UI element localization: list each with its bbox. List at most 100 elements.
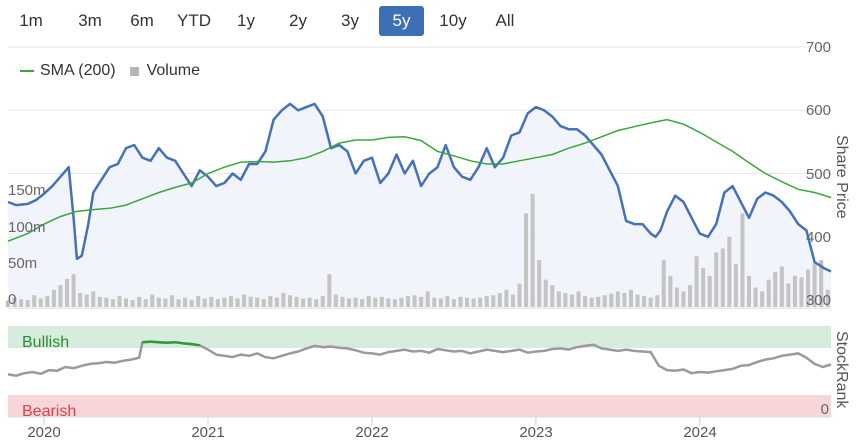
axes: 700 600 500 400 300 150m 100m 50m 0 Shar… bbox=[8, 39, 850, 441]
volume-bar bbox=[642, 296, 647, 307]
volume-bar bbox=[681, 291, 686, 307]
volume-bar bbox=[543, 279, 548, 307]
volume-bar bbox=[694, 256, 699, 307]
volume-bar bbox=[301, 298, 306, 307]
volume-bar bbox=[688, 285, 693, 307]
volume-bar bbox=[583, 296, 588, 307]
volume-bar bbox=[137, 296, 142, 307]
volume-bar bbox=[530, 193, 535, 307]
volume-bar bbox=[819, 260, 824, 307]
price-tick-500: 500 bbox=[806, 166, 831, 183]
volume-bar bbox=[150, 294, 155, 307]
volume-bar bbox=[58, 285, 63, 307]
volume-bar bbox=[71, 274, 76, 307]
price-tick-400: 400 bbox=[806, 229, 831, 246]
volume-bar bbox=[189, 299, 194, 307]
volume-bar bbox=[156, 297, 161, 307]
volume-bar bbox=[110, 299, 115, 307]
volume-bar bbox=[25, 299, 30, 307]
volume-bar bbox=[478, 297, 483, 307]
volume-bar bbox=[714, 252, 719, 307]
volume-bar bbox=[766, 279, 771, 307]
volume-bar bbox=[786, 283, 791, 307]
volume-bar bbox=[183, 297, 188, 307]
volume-bar bbox=[294, 296, 299, 307]
sma-line bbox=[7, 118, 832, 242]
range-button-all[interactable]: All bbox=[481, 6, 529, 36]
volume-bar bbox=[176, 299, 181, 307]
volume-bar bbox=[576, 291, 581, 307]
volume-bar bbox=[425, 291, 430, 307]
range-button-5y[interactable]: 5y bbox=[379, 6, 424, 36]
volume-bar bbox=[78, 292, 83, 307]
volume-bar bbox=[497, 292, 502, 307]
volume-bar bbox=[65, 278, 70, 307]
volume-bar bbox=[589, 297, 594, 307]
volume-bar bbox=[412, 295, 417, 307]
volume-bar bbox=[6, 300, 10, 307]
volume-bar bbox=[550, 285, 555, 307]
range-button-ytd[interactable]: YTD bbox=[170, 6, 218, 36]
volume-bar bbox=[91, 291, 96, 307]
volume-tick-150m: 150m bbox=[8, 182, 46, 199]
volume-bar bbox=[209, 296, 214, 307]
price-tick-600: 600 bbox=[806, 102, 831, 119]
volume-bar bbox=[222, 297, 227, 307]
range-button-3y[interactable]: 3y bbox=[326, 6, 374, 36]
price-area-fill bbox=[8, 103, 831, 309]
volume-bar bbox=[360, 299, 365, 307]
volume-bar bbox=[242, 294, 247, 307]
volume-bar bbox=[202, 298, 207, 307]
volume-bar bbox=[465, 297, 470, 307]
volume-bar bbox=[648, 297, 653, 307]
range-button-2y[interactable]: 2y bbox=[274, 6, 322, 36]
volume-bar bbox=[504, 289, 509, 307]
volume-bar bbox=[491, 295, 496, 307]
sma-legend-label[interactable]: SMA (200) bbox=[40, 62, 116, 79]
volume-bar bbox=[825, 289, 830, 307]
volume-bar bbox=[661, 260, 666, 307]
volume-legend-label[interactable]: Volume bbox=[146, 62, 200, 79]
volume-bar bbox=[602, 295, 607, 307]
volume-bar bbox=[51, 289, 56, 307]
volume-bar bbox=[130, 299, 135, 307]
volume-bar bbox=[379, 296, 384, 307]
volume-bar bbox=[563, 292, 568, 307]
volume-bar bbox=[347, 298, 352, 307]
volume-bar bbox=[760, 291, 765, 307]
x-tick-2022: 2022 bbox=[355, 424, 388, 441]
price-axis-title: Share Price bbox=[833, 135, 850, 219]
volume-bar bbox=[373, 297, 378, 307]
volume-tick-0: 0 bbox=[8, 291, 16, 308]
volume-bar bbox=[438, 298, 443, 307]
volume-bar bbox=[327, 274, 332, 307]
bullish-band bbox=[8, 326, 831, 348]
volume-bar bbox=[248, 296, 253, 307]
volume-bar bbox=[792, 275, 797, 307]
stockrank-line-layer bbox=[7, 342, 832, 377]
volume-tick-100m: 100m bbox=[8, 219, 46, 236]
volume-bar bbox=[622, 292, 627, 307]
range-button-3m[interactable]: 3m bbox=[66, 6, 114, 36]
volume-bar bbox=[228, 296, 233, 307]
volume-bar bbox=[255, 297, 260, 307]
volume-bar bbox=[124, 298, 129, 307]
volume-bar bbox=[701, 268, 706, 307]
stockrank-zero-tick: 0 bbox=[821, 401, 829, 418]
volume-bar bbox=[38, 298, 43, 307]
range-button-1m[interactable]: 1m bbox=[8, 6, 54, 36]
volume-bar bbox=[753, 287, 758, 307]
volume-bar bbox=[569, 294, 574, 307]
range-button-1y[interactable]: 1y bbox=[222, 6, 270, 36]
range-button-10y[interactable]: 10y bbox=[429, 6, 477, 36]
chart-legend: SMA (200) Volume bbox=[20, 62, 200, 80]
volume-bar bbox=[799, 277, 804, 307]
volume-bar bbox=[471, 298, 476, 307]
volume-bar bbox=[445, 296, 450, 307]
volume-bar bbox=[740, 213, 745, 307]
volume-bar bbox=[353, 297, 358, 307]
volume-legend-swatch bbox=[129, 66, 139, 76]
volume-bar bbox=[340, 296, 345, 307]
range-button-6m[interactable]: 6m bbox=[118, 6, 166, 36]
